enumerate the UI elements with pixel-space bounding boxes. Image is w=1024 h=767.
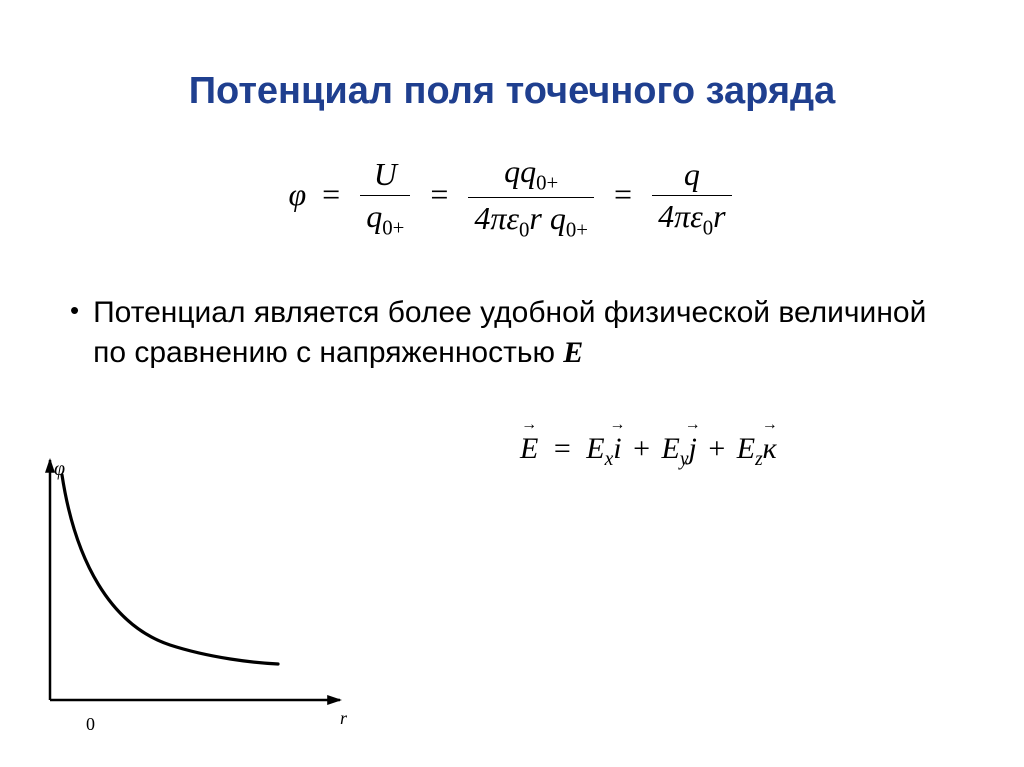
frac2-den: 4πε0r q0+ (468, 198, 594, 242)
frac2-num: qq0+ (468, 153, 594, 198)
frac2-den-sub2: 0+ (566, 219, 588, 242)
x-axis-label: r (340, 708, 347, 729)
frac2-num-qq: qq (504, 153, 536, 189)
frac2-den-sub1: 0 (519, 219, 529, 242)
frac1-den: q0+ (360, 196, 410, 240)
frac2-den-b: r q (529, 200, 565, 236)
vec-E: E (520, 432, 538, 466)
frac1-den-q: q (366, 198, 382, 234)
frac-3: q 4πε0r (652, 156, 732, 240)
Ex: Ex (586, 432, 613, 465)
Ex-sub: x (605, 449, 614, 470)
frac3-den-b: r (713, 198, 725, 234)
bullet-marker-icon: • (70, 297, 79, 323)
frac2-num-sub: 0+ (536, 171, 558, 194)
lhs-phi: φ (288, 176, 306, 212)
plus-1: + (633, 432, 650, 465)
bullet-text-main: Потенциал является более удобной физичес… (93, 296, 926, 370)
frac3-num: q (652, 156, 732, 196)
bullet-text: Потенциал является более удобной физичес… (93, 293, 954, 374)
frac3-den-a: 4πε (658, 198, 703, 234)
bullet-item: • Потенциал является более удобной физич… (70, 293, 954, 374)
equals-3: = (614, 176, 632, 212)
vector-formula: E = Exi + Eyj + Ezк (520, 432, 777, 471)
unit-k: к (763, 432, 777, 466)
frac2-den-a: 4πε (474, 200, 519, 236)
bullet-E-symbol: E (563, 336, 583, 369)
equals-2: = (430, 176, 448, 212)
plus-2: + (708, 432, 725, 465)
frac-1: U q0+ (360, 156, 410, 240)
slide: Потенциал поля точечного заряда φ = U q0… (0, 0, 1024, 767)
unit-i: i (613, 432, 621, 466)
graph-svg (40, 460, 360, 720)
y-axis-label: φ (54, 458, 65, 481)
potential-graph: φ r 0 (40, 460, 400, 740)
Ez-E: E (737, 432, 755, 465)
frac1-num: U (360, 156, 410, 196)
frac3-den-sub: 0 (703, 216, 713, 239)
frac-2: qq0+ 4πε0r q0+ (468, 153, 594, 243)
unit-j: j (688, 432, 696, 466)
frac1-den-sub: 0+ (382, 216, 404, 239)
Ez-sub: z (755, 449, 763, 470)
vec-eq: = (554, 432, 571, 465)
origin-label: 0 (86, 714, 95, 735)
frac3-den: 4πε0r (652, 196, 732, 240)
equals-1: = (322, 176, 340, 212)
main-formula: φ = U q0+ = qq0+ 4πε0r q0+ = q 4πε0r (70, 153, 954, 243)
slide-title: Потенциал поля точечного заряда (70, 70, 954, 113)
Ex-E: E (586, 432, 604, 465)
Ey-E: E (662, 432, 680, 465)
Ey: Ey (662, 432, 689, 465)
Ez: Ez (737, 432, 763, 465)
